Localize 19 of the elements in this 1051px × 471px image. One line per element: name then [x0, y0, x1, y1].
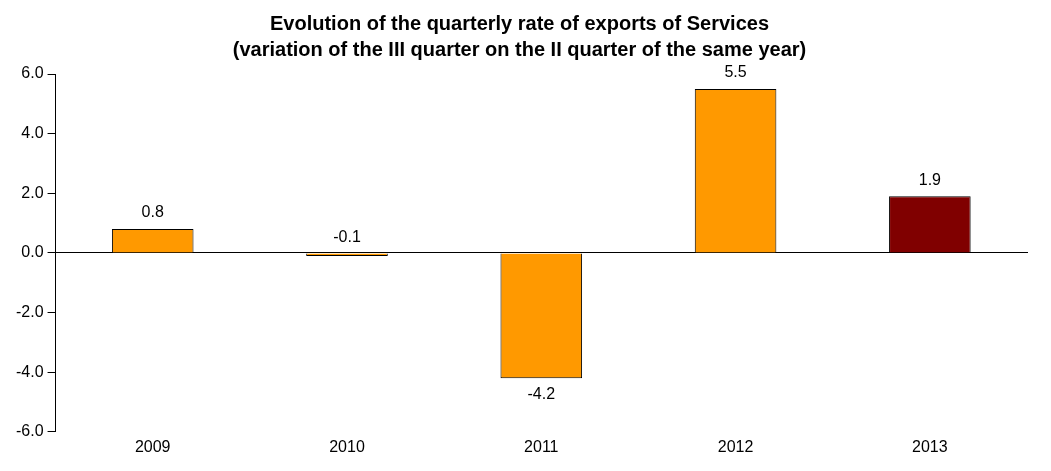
data-label: 0.8	[141, 203, 164, 221]
y-tick-label: 6.0	[21, 64, 44, 82]
chart-title: Evolution of the quarterly rate of exports of Services	[269, 11, 770, 34]
x-tick-label: 2011	[524, 437, 559, 455]
x-tick-label: 2009	[134, 437, 171, 455]
y-tick-label: -2.0	[15, 302, 44, 320]
x-tick-label: 2012	[717, 437, 754, 455]
data-label: -4.2	[527, 384, 556, 402]
data-label: -0.1	[333, 227, 361, 245]
y-tick-label: 0.0	[21, 243, 44, 261]
y-tick-label: -6.0	[15, 422, 44, 440]
data-label: 5.5	[724, 63, 747, 81]
chart-subtitle: (variation of the III quarter on the II quarter of the same year)	[232, 37, 807, 60]
y-tick-label: 4.0	[21, 124, 44, 142]
y-tick-label: -4.0	[15, 362, 44, 380]
x-tick-label: 2013	[912, 437, 948, 455]
y-tick-label: 2.0	[21, 183, 44, 201]
data-label: 1.9	[918, 170, 942, 188]
x-tick-label: 2010	[329, 437, 365, 455]
